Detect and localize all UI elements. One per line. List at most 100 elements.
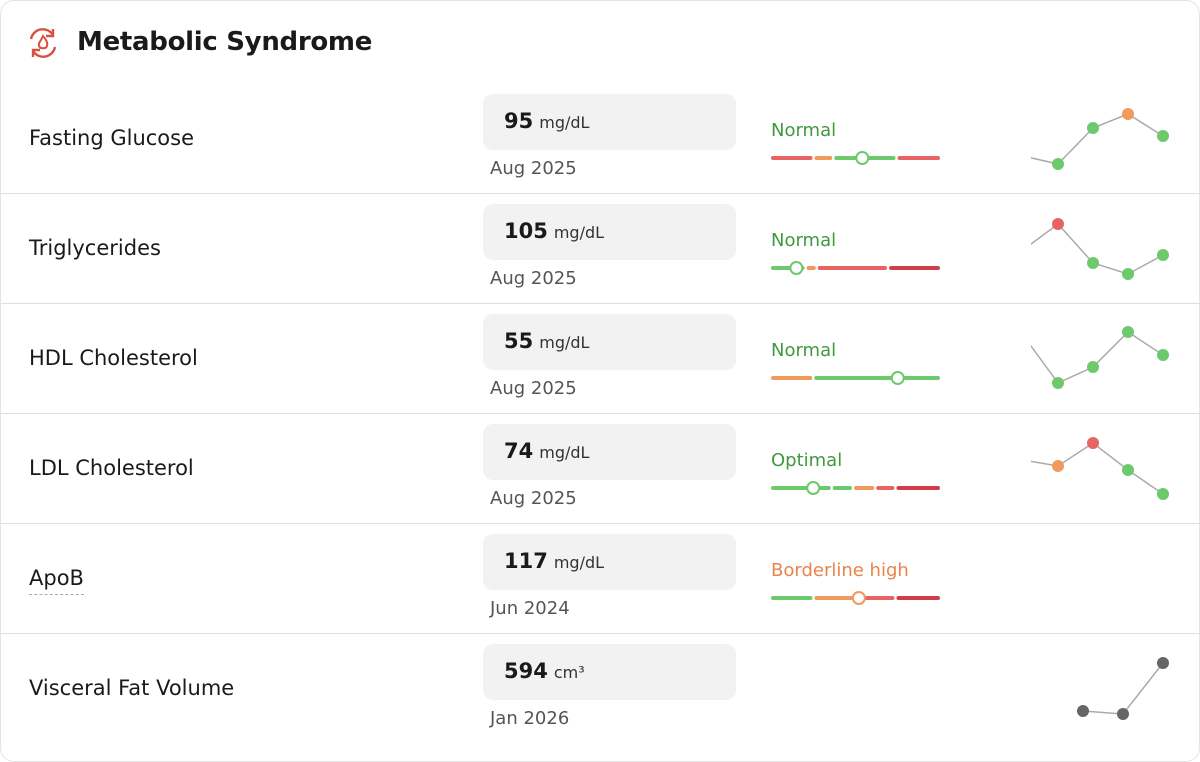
range-segment — [806, 266, 816, 270]
metric-name: Visceral Fat Volume — [29, 676, 235, 700]
metric-row: LDL Cholesterol 74 mg/dL Aug 2025 Optimal — [1, 414, 1200, 524]
row-graphics — [1077, 657, 1169, 720]
range-segment — [817, 266, 888, 270]
status-label: Optimal — [771, 450, 843, 471]
value-unit: cm³ — [553, 663, 585, 682]
metric-value: 55 mg/dL — [504, 329, 589, 353]
metric-value: 594 cm³ — [504, 659, 585, 683]
measure-date: Aug 2025 — [490, 488, 577, 509]
trend-point — [1117, 708, 1129, 720]
range-segment — [896, 486, 940, 490]
row-divider — [1, 303, 1200, 304]
trend-point — [1157, 657, 1169, 669]
metric-row: HDL Cholesterol 55 mg/dL Aug 2025 Normal — [1, 304, 1200, 414]
status-label: Normal — [771, 340, 837, 361]
trend-sparkline — [1017, 108, 1169, 170]
metric-row: Triglycerides 105 mg/dL Aug 2025 Normal — [1, 194, 1200, 304]
range-segment — [814, 596, 858, 600]
trend-sparkline — [1077, 657, 1169, 720]
trend-point — [1052, 377, 1064, 389]
trend-point — [1087, 437, 1099, 449]
metric-value: 74 mg/dL — [504, 439, 589, 463]
measure-date: Jan 2026 — [490, 708, 570, 729]
trend-sparkline — [1031, 437, 1169, 500]
row-graphics — [771, 326, 1169, 389]
measure-date: Aug 2025 — [490, 378, 577, 399]
section-icon — [29, 28, 57, 58]
range-marker — [855, 151, 870, 165]
range-segment — [814, 376, 940, 380]
range-segment — [889, 266, 940, 270]
metric-row: Visceral Fat Volume 594 cm³ Jan 2026 — [1, 634, 1200, 744]
value-number: 74 — [504, 439, 534, 463]
range-segment — [897, 156, 940, 160]
value-number: 117 — [504, 549, 548, 573]
metric-name: Triglycerides — [29, 236, 161, 260]
trend-point — [1087, 257, 1099, 269]
range-segment — [771, 376, 813, 380]
value-number: 594 — [504, 659, 548, 683]
metric-name: ApoB — [29, 566, 84, 595]
trend-point — [1017, 329, 1029, 341]
metric-value: 105 mg/dL — [504, 219, 604, 243]
section-title: Metabolic Syndrome — [77, 27, 373, 57]
metric-name: HDL Cholesterol — [29, 346, 198, 370]
range-segment — [771, 486, 831, 490]
range-marker — [851, 591, 866, 605]
row-graphics — [771, 437, 1169, 500]
row-divider — [1, 633, 1200, 634]
status-label: Normal — [771, 230, 837, 251]
status-label: Borderline high — [771, 560, 909, 581]
value-unit: mg/dL — [539, 443, 590, 462]
range-segment — [896, 596, 940, 600]
trend-point — [1087, 361, 1099, 373]
trend-point — [1017, 244, 1029, 256]
row-divider — [1, 413, 1200, 414]
value-box: 594 cm³ — [483, 644, 736, 700]
row-divider — [1, 523, 1200, 524]
value-box: 55 mg/dL — [483, 314, 736, 370]
trend-point — [1087, 122, 1099, 134]
value-unit: mg/dL — [553, 223, 605, 242]
trend-line — [1082, 662, 1164, 715]
trend-point — [1157, 249, 1169, 261]
trend-point — [1017, 150, 1029, 162]
trend-line — [1031, 331, 1164, 384]
measure-date: Aug 2025 — [490, 158, 577, 179]
range-marker — [789, 261, 804, 275]
value-unit: mg/dL — [553, 553, 605, 572]
status-label: Normal — [771, 120, 837, 141]
trend-line — [1031, 442, 1164, 495]
value-number: 95 — [504, 109, 534, 133]
value-number: 55 — [504, 329, 534, 353]
measure-date: Jun 2024 — [490, 598, 570, 619]
trend-point — [1122, 464, 1134, 476]
measure-date: Aug 2025 — [490, 268, 577, 289]
metric-row: Fasting Glucose 95 mg/dL Aug 2025 Normal — [1, 84, 1200, 194]
value-box: 95 mg/dL — [483, 94, 736, 150]
value-unit: mg/dL — [539, 333, 590, 352]
row-graphics — [771, 591, 940, 605]
metric-row: ApoB 117 mg/dL Jun 2024 Borderline high — [1, 524, 1200, 634]
value-number: 105 — [504, 219, 548, 243]
metric-value: 95 mg/dL — [504, 109, 589, 133]
range-marker — [890, 371, 905, 385]
trend-point — [1077, 705, 1089, 717]
value-unit: mg/dL — [539, 113, 590, 132]
row-divider — [1, 193, 1200, 194]
value-box: 74 mg/dL — [483, 424, 736, 480]
trend-point — [1157, 349, 1169, 361]
trend-point — [1122, 108, 1134, 120]
range-segment — [771, 596, 813, 600]
range-segment — [853, 486, 875, 490]
range-marker — [806, 481, 821, 495]
trend-sparkline — [1017, 326, 1169, 389]
trend-point — [1157, 488, 1169, 500]
trend-point — [1157, 130, 1169, 142]
range-segment — [859, 596, 895, 600]
range-segment — [876, 486, 895, 490]
trend-point — [1052, 218, 1064, 230]
row-graphics — [771, 108, 1169, 170]
